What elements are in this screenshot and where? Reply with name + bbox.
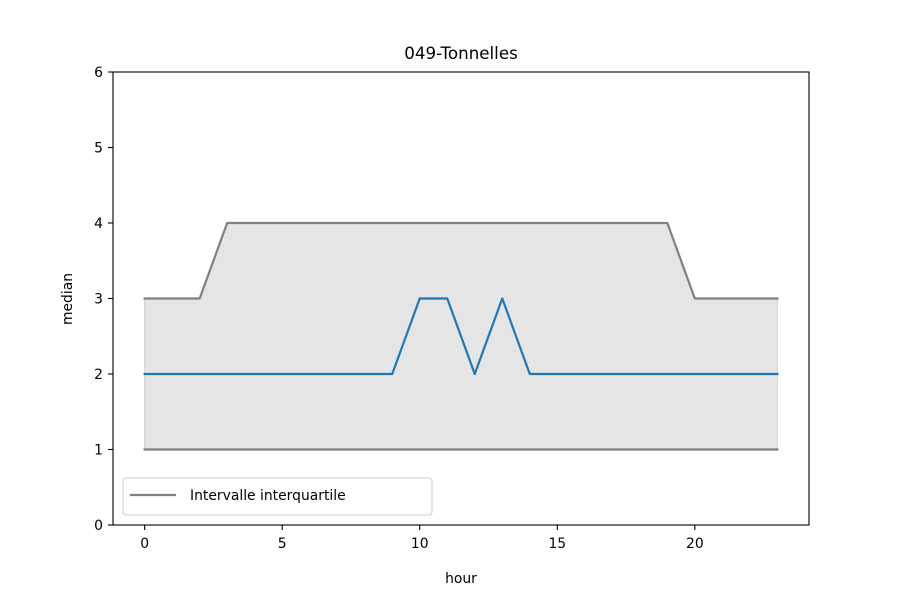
x-axis-label: hour (445, 571, 477, 587)
legend-box (122, 477, 433, 516)
median-line (143, 297, 779, 376)
y-tick-label: 6 (94, 65, 103, 81)
y-axis: 0 1 2 3 4 5 6 (94, 65, 113, 534)
x-axis: 0 5 10 15 20 (140, 525, 704, 552)
x-tick-label: 10 (411, 536, 429, 552)
y-tick-label: 4 (94, 216, 103, 232)
x-tick-label: 0 (140, 536, 149, 552)
y-tick-label: 0 (94, 518, 103, 534)
y-tick-label: 3 (94, 292, 103, 308)
lines-layer (143, 221, 779, 451)
y-axis-label: median (60, 273, 76, 325)
y-tick-label: 2 (94, 367, 103, 383)
x-tick-label: 20 (686, 536, 704, 552)
upper-quartile-line (143, 221, 779, 300)
x-tick-label: 15 (548, 536, 566, 552)
legend-label: Intervalle interquartile (190, 488, 346, 504)
y-tick-label: 1 (94, 443, 103, 459)
legend: Intervalle interquartile (122, 477, 433, 516)
x-tick-label: 5 (278, 536, 287, 552)
chart-title: 049-Tonnelles (404, 43, 518, 63)
y-tick-label: 5 (94, 141, 103, 157)
